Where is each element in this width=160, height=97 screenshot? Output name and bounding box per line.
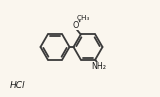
Text: NH₂: NH₂	[92, 62, 107, 71]
Text: HCl: HCl	[10, 81, 25, 91]
Text: CH₃: CH₃	[77, 15, 90, 21]
Text: O: O	[73, 21, 79, 30]
